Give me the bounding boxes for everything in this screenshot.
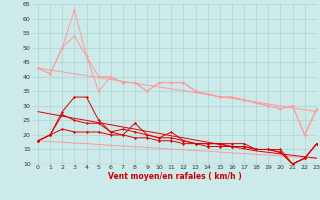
X-axis label: Vent moyen/en rafales ( km/h ): Vent moyen/en rafales ( km/h ) bbox=[108, 172, 241, 181]
